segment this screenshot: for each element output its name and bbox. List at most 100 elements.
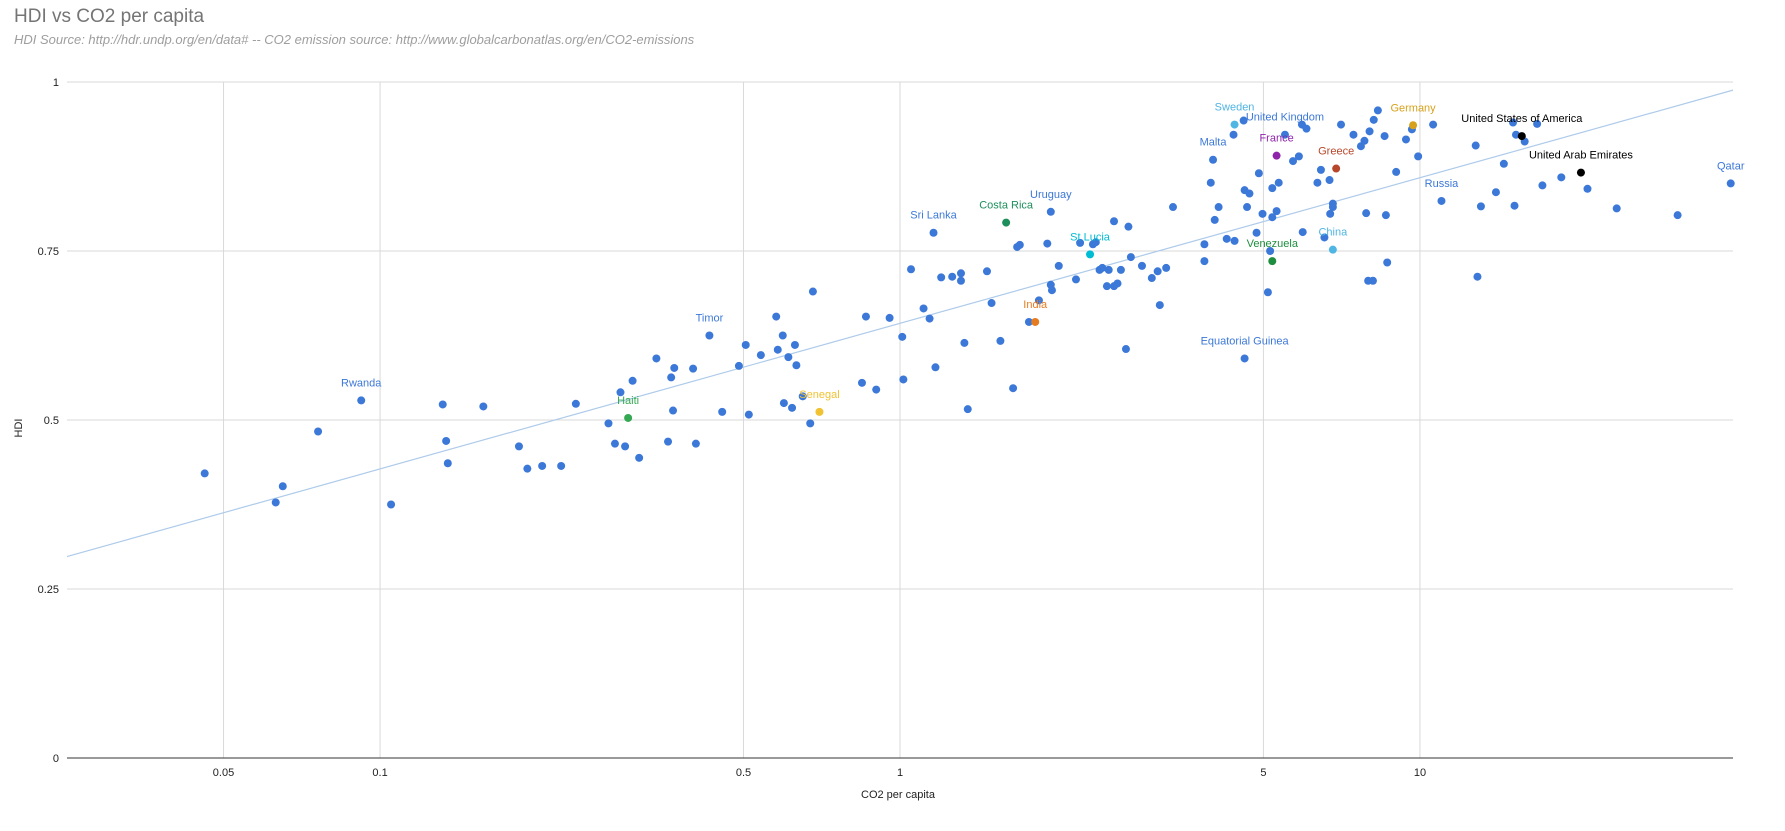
data-point (963, 405, 972, 414)
data-point (669, 406, 678, 415)
data-point (1328, 203, 1337, 212)
labeled-data-point (1280, 130, 1289, 139)
labeled-data-point (1002, 218, 1011, 227)
data-point (628, 376, 637, 385)
data-point (278, 482, 287, 491)
data-point (1200, 240, 1209, 249)
point-label: Greece (1318, 146, 1354, 158)
data-point (621, 442, 630, 451)
data-point (772, 312, 781, 321)
data-point (1254, 169, 1263, 178)
data-point (956, 269, 965, 278)
data-point (1162, 263, 1171, 272)
data-point (1043, 239, 1052, 248)
x-tick-label: 0.5 (736, 767, 751, 779)
x-tick-label: 0.05 (213, 767, 234, 779)
chart-title: HDI vs CO2 per capita (14, 6, 205, 27)
data-point (1383, 258, 1392, 267)
data-point (479, 402, 488, 411)
data-point (610, 439, 619, 448)
data-point (931, 363, 940, 372)
data-point (1289, 157, 1298, 166)
trendline (66, 89, 1734, 558)
data-point (806, 419, 815, 428)
data-point (1349, 130, 1358, 139)
data-point (670, 363, 679, 372)
data-point (734, 361, 743, 370)
data-point (1326, 209, 1335, 218)
data-point (987, 299, 996, 308)
data-point (744, 410, 753, 419)
data-point (523, 464, 532, 473)
data-point (1153, 267, 1162, 276)
data-point (960, 338, 969, 347)
data-point (1510, 201, 1519, 210)
data-point (996, 336, 1005, 345)
point-label: Uruguay (1030, 189, 1072, 201)
data-point (1313, 178, 1322, 187)
data-point (616, 388, 625, 397)
labeled-data-point (1031, 317, 1040, 326)
data-point (1024, 317, 1033, 326)
data-point (1121, 345, 1130, 354)
data-point (1015, 240, 1024, 249)
labeled-data-point (1240, 354, 1249, 363)
data-point (1414, 152, 1423, 161)
labeled-data-point (1268, 257, 1277, 266)
data-point (1268, 213, 1277, 222)
data-point (1471, 141, 1480, 150)
data-point (1230, 236, 1239, 245)
data-point (1239, 116, 1248, 125)
labeled-data-point (624, 413, 633, 422)
data-point (718, 407, 727, 416)
data-point (664, 437, 673, 446)
trendline-layer (66, 89, 1734, 558)
x-axis-label: CO2 per capita (861, 789, 936, 801)
labeled-data-point (1209, 155, 1218, 164)
data-point (1380, 132, 1389, 141)
data-point (982, 267, 991, 276)
data-point (872, 385, 881, 394)
data-point (798, 392, 807, 401)
y-tick-label: 0.25 (38, 584, 59, 596)
point-label: France (1259, 133, 1293, 145)
data-point (885, 313, 894, 322)
data-point (1009, 384, 1018, 393)
data-point (741, 340, 750, 349)
chart-subtitle: HDI Source: http://hdr.undp.org/en/data#… (14, 32, 695, 47)
data-point (314, 427, 323, 436)
data-point (387, 500, 396, 509)
labeled-data-point (1726, 179, 1735, 188)
data-point (438, 400, 447, 409)
data-point (442, 436, 451, 445)
data-point (1476, 202, 1485, 211)
data-point (652, 354, 661, 363)
labeled-data-point (929, 228, 938, 237)
point-label: United Arab Emirates (1529, 150, 1633, 162)
data-point (604, 419, 613, 428)
point-label: Rwanda (341, 377, 382, 389)
data-point (1368, 276, 1377, 285)
data-point (538, 461, 547, 470)
data-point (1137, 261, 1146, 270)
point-label: China (1318, 227, 1348, 239)
data-point (1222, 234, 1231, 243)
data-point (1210, 215, 1219, 224)
data-point (200, 469, 209, 478)
data-point (691, 439, 700, 448)
data-point (1258, 209, 1267, 218)
data-point (1214, 203, 1223, 212)
data-point (773, 345, 782, 354)
data-point (1401, 135, 1410, 144)
data-point (1429, 120, 1438, 129)
data-point (1533, 119, 1542, 128)
data-point (948, 272, 957, 281)
data-point (271, 498, 280, 507)
data-point (907, 265, 916, 274)
point-label: Senegal (799, 389, 839, 401)
data-point (1499, 159, 1508, 168)
data-point (1583, 184, 1592, 193)
data-point (1325, 176, 1334, 185)
data-point (790, 340, 799, 349)
data-point (1243, 203, 1252, 212)
